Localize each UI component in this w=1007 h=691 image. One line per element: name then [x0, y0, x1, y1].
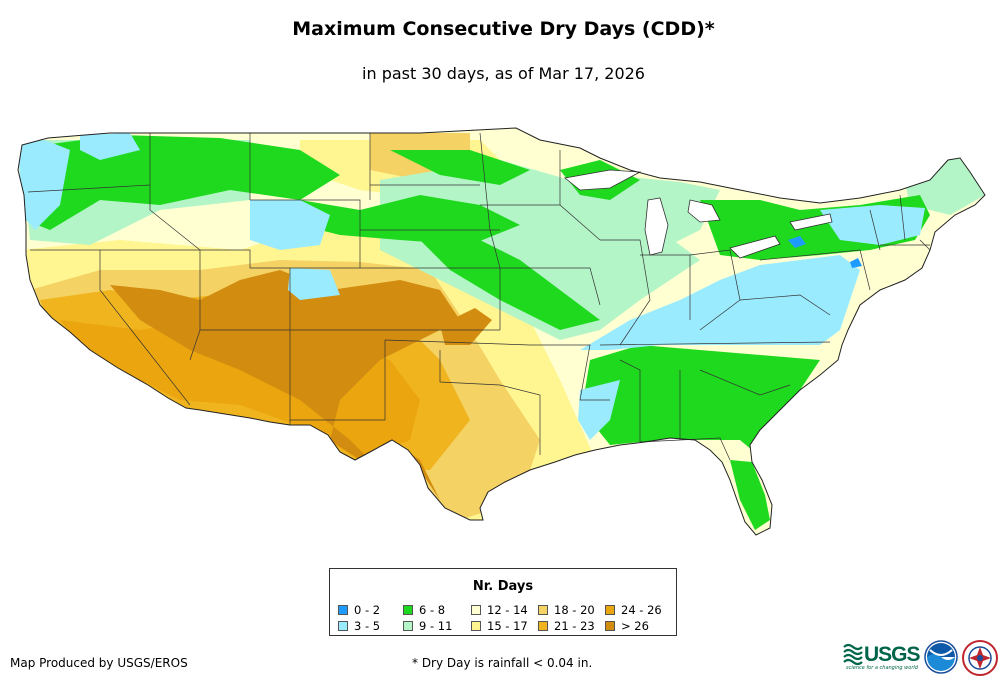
lake-michigan [644, 197, 669, 256]
legend-item-18-20: 18 - 20 [538, 604, 595, 616]
map-region-3-5-ny [820, 205, 925, 245]
lake-erie [729, 235, 781, 259]
map-region-6-8-rockies [300, 195, 520, 245]
legend-label: 24 - 26 [621, 603, 662, 617]
map-region-3-5-wy [250, 200, 330, 250]
legend-label: > 26 [621, 619, 649, 633]
us-cdd-map [17, 127, 986, 536]
legend: Nr. Days 0 - 2 3 - 5 6 - 8 9 - 11 12 - 1… [329, 568, 677, 636]
us-outline [17, 127, 986, 536]
map-region-6-8-nd [390, 150, 530, 185]
legend-swatch [403, 605, 413, 615]
legend-label: 18 - 20 [554, 603, 595, 617]
legend-item-0-2: 0 - 2 [338, 604, 380, 616]
credit-text: Map Produced by USGS/EROS [10, 656, 188, 670]
legend-label: 12 - 14 [487, 603, 528, 617]
map-region-0-2-spot [788, 236, 806, 248]
noaa-logo-icon [924, 640, 958, 674]
legend-label: 21 - 23 [554, 619, 595, 633]
legend-swatch [471, 605, 481, 615]
legend-swatch [538, 605, 548, 615]
legend-item-3-5: 3 - 5 [338, 620, 380, 632]
legend-item-6-8: 6 - 8 [403, 604, 445, 616]
legend-label: 15 - 17 [487, 619, 528, 633]
legend-label: 3 - 5 [354, 619, 381, 633]
map-region-3-5-co [288, 268, 340, 300]
legend-label: 9 - 11 [419, 619, 453, 633]
legend-item-21-23: 21 - 23 [538, 620, 595, 632]
lake-ontario [789, 213, 833, 231]
legend-swatch [471, 621, 481, 631]
usgs-tagline: science for a changing world [846, 665, 918, 671]
legend-label: 6 - 8 [419, 603, 446, 617]
legend-item-24-26: 24 - 26 [605, 604, 662, 616]
lake-superior [564, 169, 642, 191]
legend-swatch [338, 605, 348, 615]
nws-logo-icon [962, 640, 998, 676]
lake-huron [687, 199, 721, 223]
map-region-3-5-la [578, 380, 620, 440]
map-region-over-26-ks [440, 308, 492, 345]
map-region-6-8-plains [410, 230, 600, 330]
usgs-wave-icon [843, 643, 863, 666]
map-title: Maximum Consecutive Dry Days (CDD)* [292, 18, 715, 40]
legend-item-over-26: > 26 [605, 620, 649, 632]
map-region-6-8-fl [730, 460, 770, 530]
map-subtitle: in past 30 days, as of Mar 17, 2026 [362, 64, 645, 83]
map-region-3-5-wa [18, 140, 70, 230]
footnote: * Dry Day is rainfall < 0.04 in. [412, 656, 593, 670]
usgs-logo-text: USGS [864, 643, 921, 666]
legend-swatch [605, 621, 615, 631]
legend-item-9-11: 9 - 11 [403, 620, 452, 632]
legend-swatch [403, 621, 413, 631]
legend-swatch [338, 621, 348, 631]
legend-title: Nr. Days [472, 579, 534, 594]
map-region-over-26 [110, 270, 460, 500]
map-region-3-5-nwcorner [80, 133, 140, 160]
map-region-3-5-ohio-valley [580, 255, 860, 350]
legend-swatch [605, 605, 615, 615]
map-region-0-2-spot-2 [850, 258, 862, 268]
legend-item-15-17: 15 - 17 [471, 620, 528, 632]
legend-swatch [538, 621, 548, 631]
map-region-6-8-southeast [585, 345, 820, 450]
legend-item-12-14: 12 - 14 [471, 604, 528, 616]
state-boundaries [27, 132, 931, 461]
legend-label: 0 - 2 [354, 603, 381, 617]
